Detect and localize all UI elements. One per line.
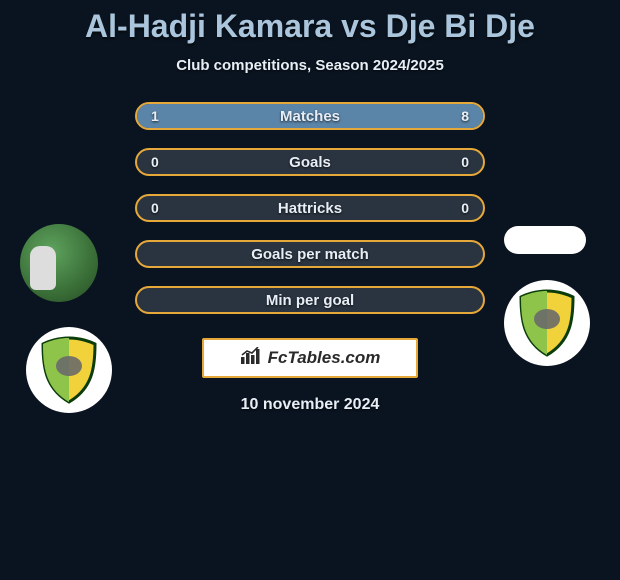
player-left-avatar	[20, 224, 98, 302]
club-left-badge	[26, 327, 112, 413]
stat-bar-goals-per-match: Goals per match	[135, 240, 485, 268]
stat-bar-min-per-goal: Min per goal	[135, 286, 485, 314]
stat-right-value: 8	[461, 108, 469, 124]
stat-right-value: 0	[461, 200, 469, 216]
comparison-card: Al-Hadji Kamara vs Dje Bi Dje Club compe…	[0, 0, 620, 414]
player-right-avatar	[504, 226, 586, 254]
page-title: Al-Hadji Kamara vs Dje Bi Dje	[0, 8, 620, 45]
stat-bars: 1 Matches 8 0 Goals 0 0 Hattricks 0	[135, 102, 485, 314]
brand-text: FcTables.com	[268, 348, 381, 368]
stat-right-value: 0	[461, 154, 469, 170]
stat-bar-matches: 1 Matches 8	[135, 102, 485, 130]
stat-label: Goals per match	[137, 246, 483, 263]
stat-label: Matches	[137, 108, 483, 125]
shield-icon	[39, 336, 99, 404]
stat-label: Goals	[137, 154, 483, 171]
shield-icon	[517, 289, 577, 357]
chart-icon	[240, 347, 262, 370]
stat-label: Hattricks	[137, 200, 483, 217]
stat-bar-goals: 0 Goals 0	[135, 148, 485, 176]
stat-bar-hattricks: 0 Hattricks 0	[135, 194, 485, 222]
brand-badge[interactable]: FcTables.com	[202, 338, 418, 378]
stat-label: Min per goal	[137, 292, 483, 309]
subtitle: Club competitions, Season 2024/2025	[0, 57, 620, 74]
club-right-badge	[504, 280, 590, 366]
stats-area: 1 Matches 8 0 Goals 0 0 Hattricks 0	[0, 102, 620, 314]
